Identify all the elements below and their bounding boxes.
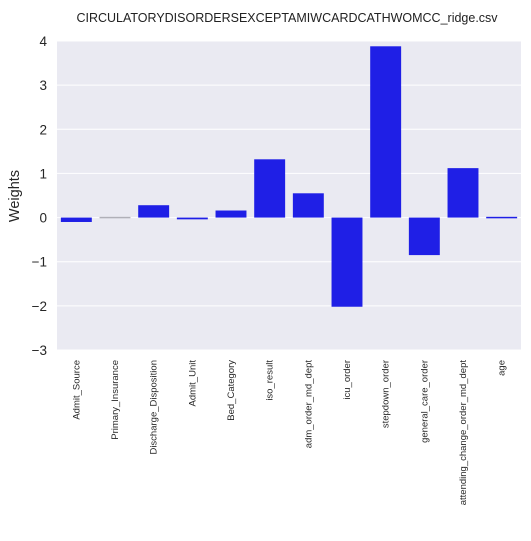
x-tick-labels: Admit_Source Primary_Insurance Discharge_D… bbox=[71, 360, 507, 506]
x-tick-label: Admit_Unit bbox=[187, 360, 198, 407]
bar-age bbox=[486, 216, 518, 219]
y-tick-label: −3 bbox=[32, 343, 47, 358]
bar-discharge-disposition bbox=[138, 205, 170, 218]
plot-area bbox=[57, 41, 521, 350]
y-tick-labels: −3 −2 −1 0 1 2 3 4 bbox=[32, 34, 48, 358]
x-tick-label: Primary_Insurance bbox=[110, 360, 121, 440]
x-tick-label: adm_order_md_dept bbox=[303, 360, 314, 449]
x-tick-label: Admit_Source bbox=[71, 360, 82, 420]
bar-admit-unit bbox=[176, 217, 208, 220]
y-tick-label: 0 bbox=[39, 211, 47, 226]
x-tick-label: general_care_order bbox=[419, 360, 430, 443]
x-tick-label: iso_result bbox=[265, 360, 276, 401]
y-tick-label: 3 bbox=[39, 78, 47, 93]
y-tick-label: 1 bbox=[39, 166, 47, 181]
x-tick-label: Discharge_Disposition bbox=[149, 360, 160, 455]
chart-title: CIRCULATORYDISORDERSEXCEPTAMIWCARDCATHWO… bbox=[76, 11, 498, 25]
bar-icu-order bbox=[331, 217, 363, 307]
y-tick-label: 4 bbox=[39, 34, 47, 49]
x-tick-label: stepdown_order bbox=[381, 360, 392, 428]
x-tick-label: Bed_Category bbox=[226, 360, 237, 421]
bar-attending-change-order-md-dept bbox=[447, 168, 479, 218]
x-tick-label: icu_order bbox=[342, 360, 353, 400]
bar-iso-result bbox=[254, 159, 286, 218]
x-tick-label: attending_change_order_md_dept bbox=[458, 360, 469, 506]
y-tick-label: 2 bbox=[39, 122, 47, 137]
bar-bed-category bbox=[215, 210, 247, 218]
y-axis-label: Weights bbox=[7, 170, 23, 222]
grid-lines bbox=[57, 40, 521, 351]
x-tick-label: age bbox=[497, 360, 508, 376]
bar-stepdown-order bbox=[370, 46, 402, 218]
y-tick-label: −2 bbox=[32, 299, 47, 314]
bar-general-care-order bbox=[408, 217, 440, 256]
y-tick-label: −1 bbox=[32, 255, 47, 270]
bar-primary-insurance bbox=[99, 216, 131, 219]
bar-adm-order-md-dept bbox=[292, 193, 324, 218]
bar-admit-source bbox=[60, 217, 92, 222]
bars bbox=[60, 46, 518, 307]
